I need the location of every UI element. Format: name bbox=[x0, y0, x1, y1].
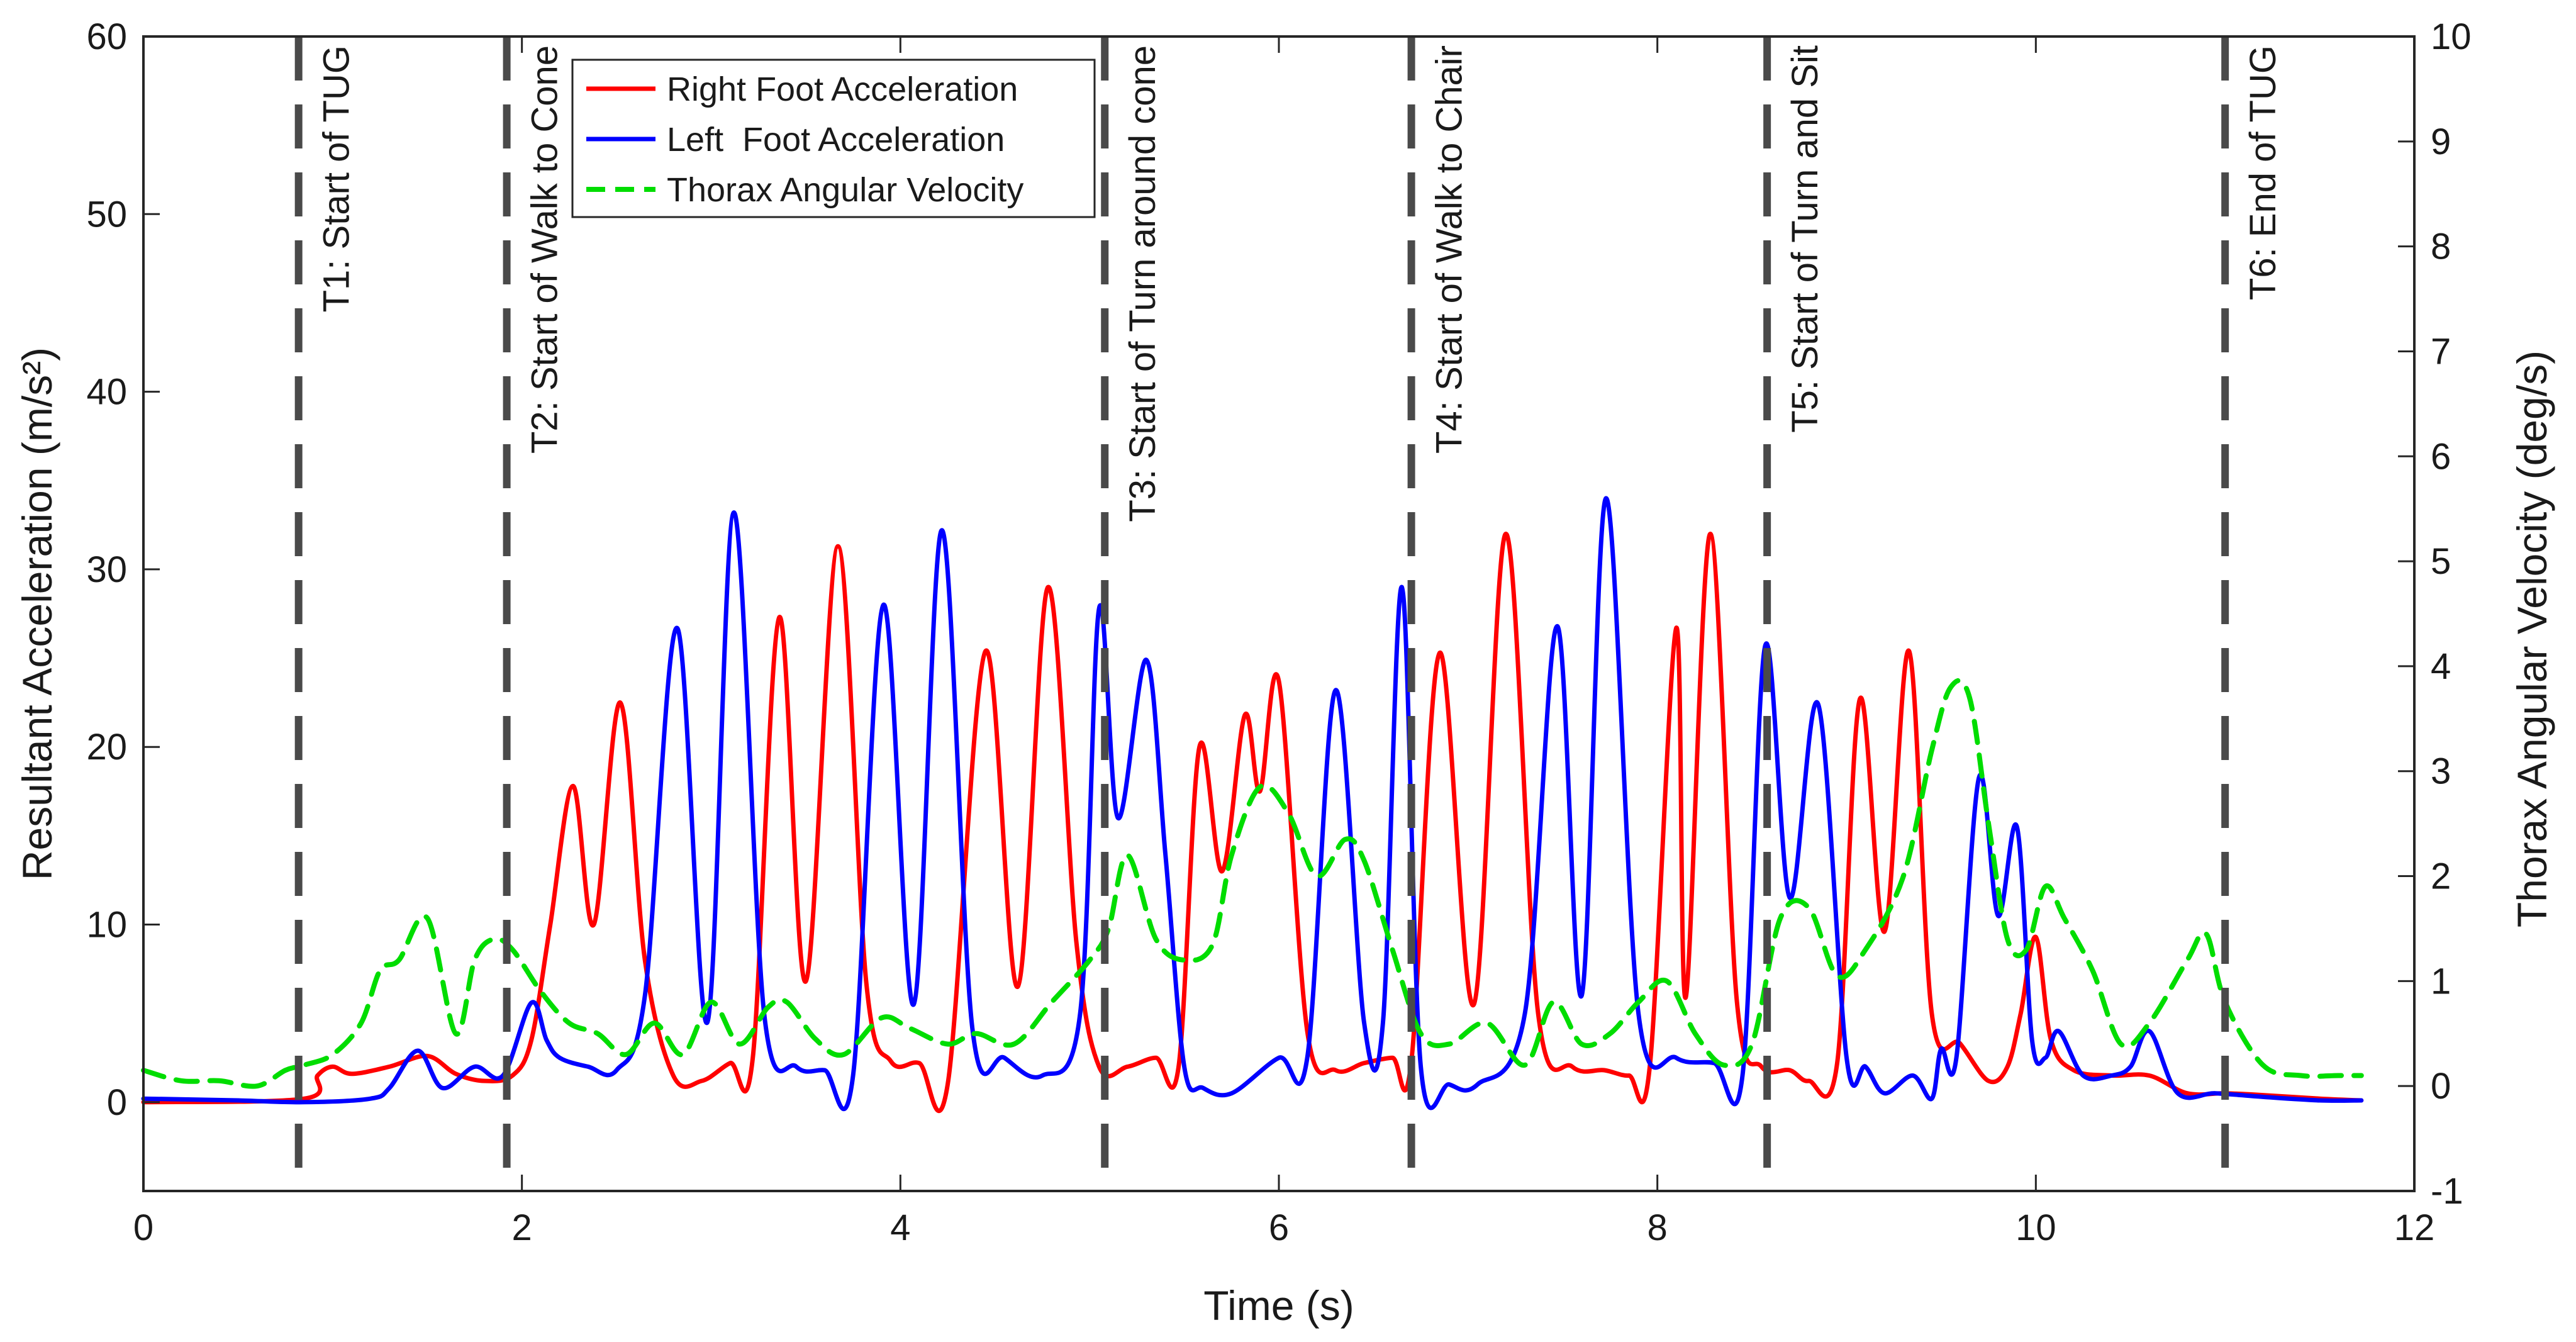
x-tick-label: 4 bbox=[890, 1207, 910, 1248]
y-tick-label: 60 bbox=[86, 16, 127, 57]
series-line-thorax-angular-velocity bbox=[141, 678, 2364, 1089]
y-tick-label: 50 bbox=[86, 194, 127, 235]
y2-tick-label: -1 bbox=[2431, 1171, 2463, 1212]
phase-labels: T1: Start of TUG T2: Start of Walk to Con… bbox=[316, 45, 2283, 522]
y-tick-label: 30 bbox=[86, 549, 127, 590]
y-tick-label: 10 bbox=[86, 905, 127, 946]
series-layer bbox=[141, 496, 2364, 1114]
y2-tick-label: 10 bbox=[2431, 16, 2472, 57]
phase-markers bbox=[294, 36, 2229, 1191]
y2-tick-label: 0 bbox=[2431, 1066, 2451, 1107]
legend-label: Left Foot Acceleration bbox=[667, 121, 1005, 159]
phase-label-5: T5: Start of Turn and Sit bbox=[1785, 45, 1826, 433]
y2-tick-label: 5 bbox=[2431, 541, 2451, 582]
phase-label-4: T4: Start of Walk to Chair bbox=[1429, 45, 1470, 454]
legend-label: Thorax Angular Velocity bbox=[667, 171, 1023, 209]
legend-label: Right Foot Acceleration bbox=[667, 70, 1018, 108]
phase-label-2: T2: Start of Walk to Cone bbox=[525, 45, 566, 454]
y2-tick-label: 6 bbox=[2431, 436, 2451, 477]
x-axis-title: Time (s) bbox=[1203, 1282, 1354, 1329]
series-line-right-foot-acceleration bbox=[141, 531, 2364, 1114]
legend-items: Right Foot Acceleration Left Foot Acceler… bbox=[586, 70, 1023, 209]
x-tick-label: 0 bbox=[133, 1207, 153, 1248]
y2-tick-label: 2 bbox=[2431, 856, 2451, 897]
phase-label-6: T6: End of TUG bbox=[2243, 45, 2283, 300]
y2-tick-label: 3 bbox=[2431, 751, 2451, 792]
y2-tick-label: 7 bbox=[2431, 331, 2451, 372]
y-axis-ticks: 0 10 20 30 40 50 60 bbox=[86, 16, 160, 1123]
y2-axis-ticks: -1 0 1 2 3 4 5 6 7 8 9 10 bbox=[2398, 16, 2472, 1212]
y-tick-label: 0 bbox=[107, 1082, 127, 1123]
x-tick-label: 2 bbox=[512, 1207, 532, 1248]
legend-box bbox=[571, 59, 1096, 218]
y2-axis-title: Thorax Angular Velocity (deg/s) bbox=[2509, 350, 2555, 927]
legend: Right Foot Acceleration Left Foot Acceler… bbox=[571, 59, 1096, 218]
y2-tick-label: 9 bbox=[2431, 121, 2451, 162]
x-tick-label: 12 bbox=[2394, 1207, 2435, 1248]
x-axis-ticks: 0 2 4 6 8 10 12 bbox=[133, 36, 2434, 1248]
y2-tick-label: 8 bbox=[2431, 226, 2451, 267]
series-line-left-foot-acceleration bbox=[141, 496, 2364, 1111]
x-tick-label: 8 bbox=[1648, 1207, 1668, 1248]
phase-label-3: T3: Start of Turn around cone bbox=[1122, 45, 1163, 522]
y-tick-label: 40 bbox=[86, 372, 127, 413]
y2-tick-label: 1 bbox=[2431, 961, 2451, 1002]
x-tick-label: 6 bbox=[1269, 1207, 1289, 1248]
x-tick-label: 10 bbox=[2016, 1207, 2056, 1248]
y2-tick-label: 4 bbox=[2431, 646, 2451, 687]
phase-label-1: T1: Start of TUG bbox=[316, 45, 357, 312]
y-axis-title: Resultant Acceleration (m/s²) bbox=[14, 347, 60, 880]
y-tick-label: 20 bbox=[86, 727, 127, 768]
